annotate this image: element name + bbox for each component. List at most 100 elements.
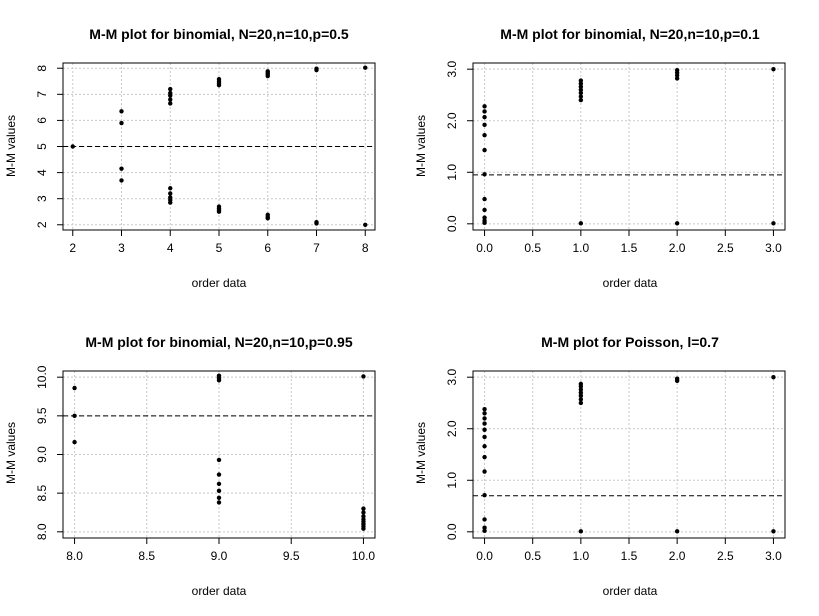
panel-4-xtick-label-1: 0.5 [524,549,541,563]
panel-4-xtick-label-3: 1.5 [621,549,638,563]
panel-3-point-19 [361,510,366,515]
panel-2-point-6 [482,147,487,153]
panel-4-ytick-label-0: 0.0 [445,523,459,540]
panel-4-point-24 [771,529,776,534]
panel-1-point-7 [168,195,173,200]
panel-4-point-10 [482,416,487,421]
panel-1-ylabel: M-M values [4,115,18,177]
panel-1-ytick-label-2: 4 [35,169,49,176]
panel-3-ytick-label-2: 9.0 [35,446,49,463]
panel-1-point-33 [314,66,319,71]
panel-2-xtick-label-3: 1.5 [621,241,638,255]
panel-2-ytick-label-1: 1.0 [445,164,459,181]
panel-1-point-3 [119,120,124,126]
panel-2-point-25 [771,221,776,226]
panel-1-xtick-label-1: 3 [118,241,125,255]
panel-1-xtick-label-2: 4 [167,241,174,255]
panel-1-point-31 [314,219,319,225]
panel-3-point-17 [361,517,366,522]
panel-2-point-3 [482,207,487,213]
panel-2-point-11 [482,104,487,109]
panel-2-title: M-M plot for binomial, N=20,n=10,p=0.1 [500,26,760,42]
panel-2-point-14 [578,94,584,99]
panel-2: M-M plot for binomial, N=20,n=10,p=0.1 o… [414,26,786,290]
panel-1-point-18 [216,204,222,209]
panel-3-point-1 [72,413,77,419]
panel-4-point-20 [578,381,584,387]
panel-2-xlabel: order data [603,276,658,290]
panel-2-point-17 [578,84,584,89]
panel-4-point-16 [578,393,584,398]
panel-2-point-24 [674,68,680,73]
panel-4-point-25 [771,374,776,380]
panel-2-point-1 [482,218,487,223]
panel-4-point-1 [482,525,487,530]
panel-2-point-4 [482,196,487,202]
panel-4-point-7 [482,434,487,440]
panel-1-ytick-label-6: 8 [35,65,49,72]
panel-3-xlabel: order data [192,584,247,598]
panel-2-point-19 [578,78,584,83]
panel-3: M-M plot for binomial, N=20,n=10,p=0.95 … [4,334,376,598]
panel-1-point-34 [363,222,368,227]
panel-2-point-9 [482,114,487,120]
panel-1-point-35 [363,65,368,70]
panel-1-point-8 [168,191,173,196]
panel-2-point-10 [482,109,487,114]
panel-2-ytick-label-2: 2.0 [445,112,459,129]
panel-2-point-18 [578,81,584,86]
panel-1-point-13 [168,90,173,96]
panel-3-point-2 [72,385,77,391]
panel-4-point-18 [578,387,584,392]
panel-4-title: M-M plot for Poisson, l=0.7 [541,334,719,350]
panel-3-title: M-M plot for binomial, N=20,n=10,p=0.95 [85,334,352,350]
panel-4-point-13 [578,529,584,534]
panel-2-point-20 [674,221,680,226]
panel-2-point-15 [578,90,584,96]
panel-1-ytick-label-4: 6 [35,117,49,124]
panel-1-xtick-label-3: 5 [216,241,223,255]
panel-1-point-0 [70,144,75,149]
panel-3-point-18 [361,514,366,519]
panel-3-point-12 [216,373,222,378]
panel-4-ytick-label-2: 2.0 [445,420,459,437]
panel-3-point-20 [361,506,366,511]
panel-4-point-9 [482,421,487,426]
panel-2-xtick-label-4: 2.0 [669,241,686,255]
panel-1-point-10 [168,101,173,106]
panel-1-xtick-label-4: 6 [264,241,271,255]
panel-3-ytick-label-1: 8.5 [35,484,49,501]
panel-3-ylabel: M-M values [4,422,18,484]
panel-4-xtick-label-0: 0.0 [476,549,493,563]
panel-4-point-23 [674,376,680,381]
panel-1-point-14 [168,86,173,92]
panel-4-ytick-label-3: 3.0 [445,369,459,386]
panel-1-ytick-label-5: 7 [35,91,49,98]
panel-1-title: M-M plot for binomial, N=20,n=10,p=0.5 [89,26,349,42]
panel-1-xtick-label-5: 7 [313,241,320,255]
panel-1-point-1 [119,178,124,183]
panel-2-point-5 [482,172,487,177]
panel-4-ylabel: M-M values [414,422,428,484]
panel-1-xtick-label-6: 8 [362,241,369,255]
panel-4-point-2 [482,517,487,522]
panel-1-ytick-label-0: 2 [35,221,49,228]
panel-3-point-7 [216,472,222,477]
panel-1-point-29 [265,69,270,74]
panel-1-point-11 [168,97,173,102]
panel-2-point-7 [482,132,487,138]
panel-2-point-8 [482,122,487,128]
panel-4-point-21 [674,529,680,534]
panel-1-xtick-label-0: 2 [69,241,76,255]
panel-4-point-15 [578,397,584,402]
panel-3-point-8 [216,457,222,463]
panel-1-point-25 [265,212,270,218]
panel-1-point-4 [119,109,124,114]
panel-2-point-26 [771,66,776,72]
panel-2-point-12 [578,221,584,226]
panel-4: M-M plot for Poisson, l=0.7 order data M… [414,334,786,598]
panel-2-ylabel: M-M values [414,115,428,177]
panel-2-xtick-label-2: 1.0 [573,241,590,255]
